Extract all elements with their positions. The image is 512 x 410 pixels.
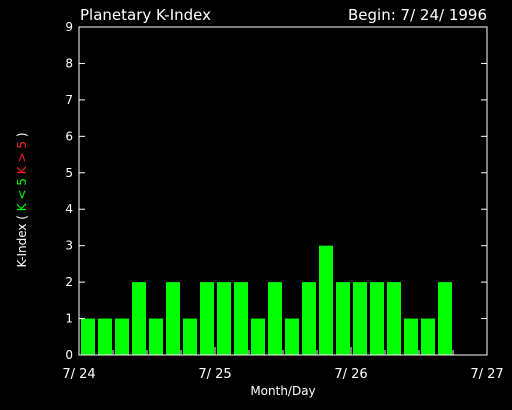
k-index-bar [387,282,401,355]
k-index-bar [183,318,197,355]
k-index-bar [285,318,299,355]
y-tick-label: 5 [65,166,73,180]
begin-date-label: Begin: 7/ 24/ 1996 [348,6,487,24]
k-index-bar [200,282,214,355]
y-tick-label: 4 [65,202,73,216]
k-index-bar [98,318,112,355]
x-tick-label: 7/ 24 [62,367,95,382]
y-tick-label: 0 [65,348,73,362]
k-index-bar [132,282,146,355]
chart-title: Planetary K-Index [80,6,211,24]
y-tick-label: 7 [65,93,73,107]
k-index-bar [370,282,384,355]
x-tick-label: 7/ 26 [334,367,367,382]
y-axis-label-part: ( [15,215,29,224]
k-index-bar [217,282,231,355]
y-axis-label-part: ) [15,132,29,141]
x-axis-label: Month/Day [250,384,315,398]
k-index-bar [336,282,350,355]
y-tick-label: 9 [65,20,73,34]
bars-group [81,245,452,355]
x-axis: 7/ 24 7/ 25 7/ 26 7/ 27 [62,347,504,382]
y-tick-label: 1 [65,312,73,326]
k-index-bar [302,282,316,355]
y-axis-label-part: K < 5 [15,178,29,215]
k-index-bar [115,318,129,355]
y-axis-label: K-Index ( K < 5 K > 5 ) [15,132,29,267]
k-index-bar [319,245,333,355]
y-axis-label-part: K-Index [15,224,29,268]
y-tick-label: 2 [65,275,73,289]
k-index-bar [166,282,180,355]
k-index-bar [438,282,452,355]
k-index-bar [251,318,265,355]
plot-frame [78,26,488,356]
k-index-bar [353,282,367,355]
y-tick-label: 6 [65,129,73,143]
k-index-bar [81,318,95,355]
k-index-bar [421,318,435,355]
y-tick-label: 8 [65,56,73,70]
y-axis-label-part: K > 5 [15,141,29,178]
k-index-bar [268,282,282,355]
y-axis: 0 1 2 3 4 5 6 7 8 9 [65,20,487,362]
k-index-bar [234,282,248,355]
k-index-bar [404,318,418,355]
y-tick-label: 3 [65,239,73,253]
k-index-bar [149,318,163,355]
x-tick-label: 7/ 27 [470,367,503,382]
x-tick-label: 7/ 25 [198,367,231,382]
